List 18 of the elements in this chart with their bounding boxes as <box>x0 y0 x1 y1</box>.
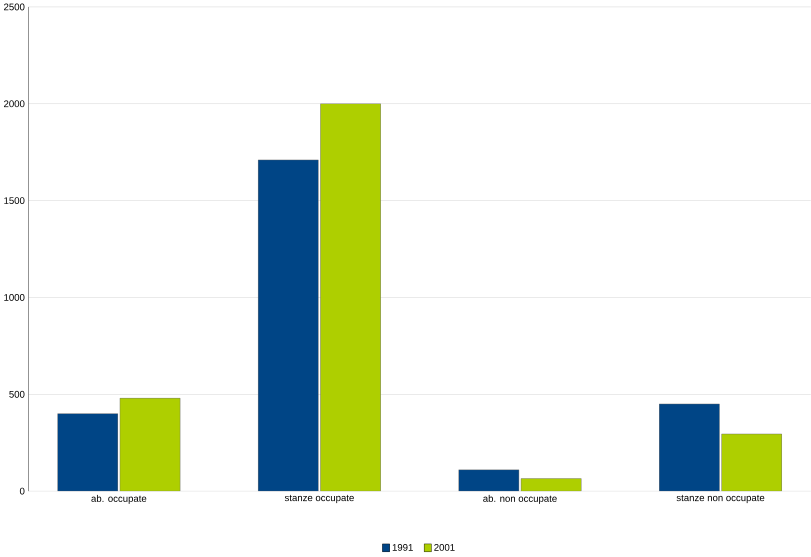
bar <box>521 478 582 492</box>
bar <box>120 398 180 492</box>
bar <box>659 404 720 492</box>
bar <box>57 414 118 492</box>
bar <box>721 434 782 492</box>
y-tick-label: 0 <box>20 488 24 495</box>
y-tick-label: 2000 <box>4 100 24 108</box>
y-tick-label: 1000 <box>4 294 24 302</box>
x-tick-label: stanze occupate <box>284 495 354 504</box>
y-tick-label: 2500 <box>4 4 24 11</box>
x-tick-label: stanze non occupate <box>676 495 764 504</box>
y-tick-label: 1500 <box>4 197 24 204</box>
bar <box>320 104 381 492</box>
legend-label: 2001 <box>434 544 455 552</box>
y-tick-label: 500 <box>9 391 24 398</box>
x-tick-label: ab. occupate <box>91 495 146 504</box>
legend-label: 1991 <box>392 544 413 552</box>
x-tick-label: ab. non occupate <box>483 495 557 504</box>
